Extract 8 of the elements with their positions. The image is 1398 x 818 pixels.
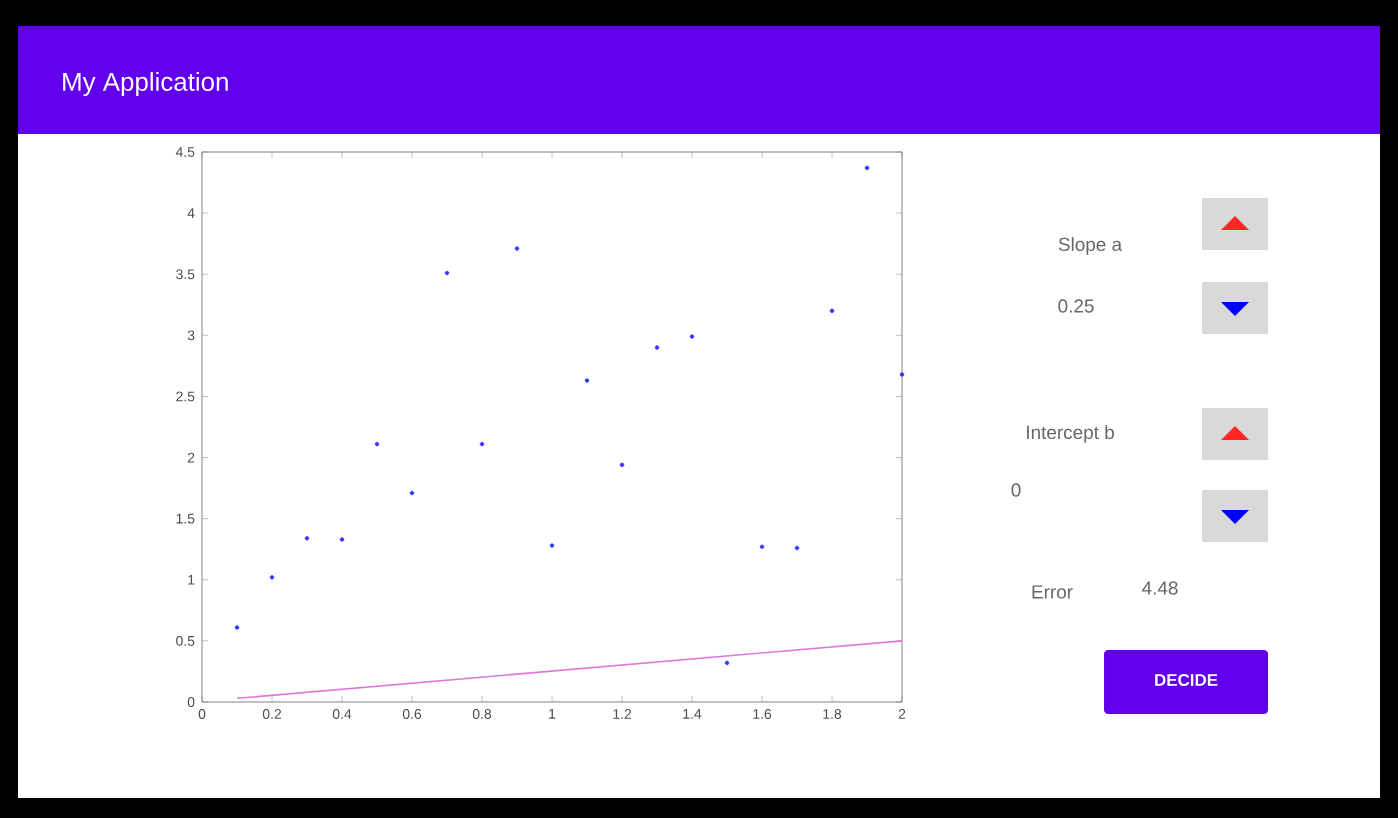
text: 0.25	[1058, 299, 1094, 313]
text: Slope a	[1058, 237, 1123, 255]
text: 0	[1011, 483, 1021, 497]
text: Intercept b	[1027, 425, 1114, 443]
text: Error	[1032, 585, 1073, 599]
text: DECIDE	[1155, 674, 1218, 686]
chart-title: My Application	[63, 71, 228, 97]
text: 4.48	[1142, 581, 1178, 595]
